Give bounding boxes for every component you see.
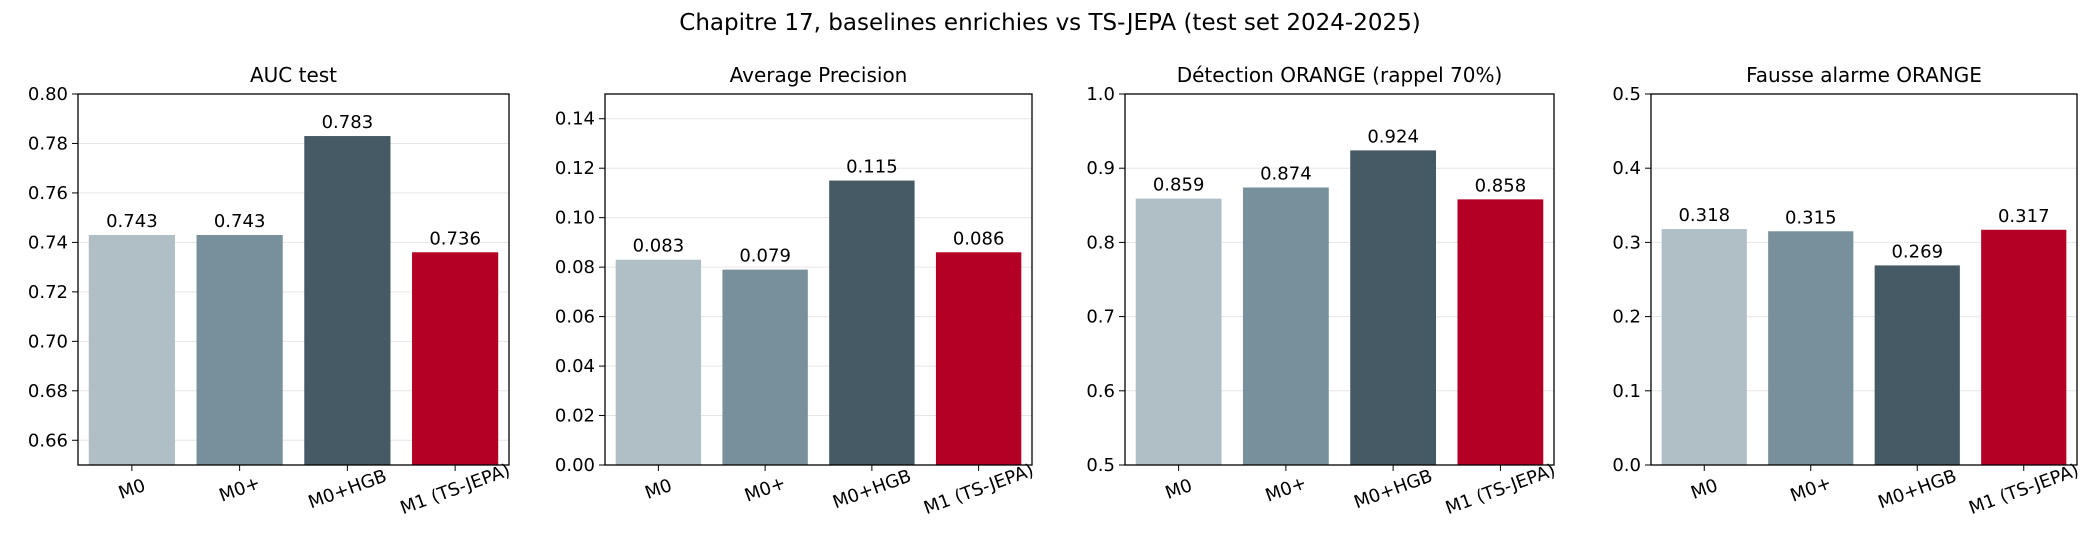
- y-tick-label: 0.10: [555, 208, 595, 229]
- x-tick-label: M0+: [1788, 472, 1835, 506]
- y-tick-label: 0.08: [555, 257, 595, 278]
- bar-value-label: 0.115: [846, 157, 898, 178]
- bar-m0-hgb: [304, 136, 391, 465]
- x-tick-label: M0+HGB: [830, 466, 914, 514]
- y-tick-label: 0.4: [1612, 158, 1641, 179]
- y-tick-label: 0.0: [1612, 455, 1641, 476]
- bar-m1-ts-jepa: [412, 252, 499, 465]
- x-tick-label: M0+HGB: [1875, 466, 1959, 514]
- bar-m1-ts-jepa: [935, 252, 1022, 465]
- x-tick-label: M0: [1688, 475, 1721, 504]
- bar-value-label: 0.318: [1678, 205, 1730, 226]
- bar-m1-ts-jepa: [1981, 229, 2067, 465]
- y-tick-label: 0.80: [28, 84, 68, 105]
- bar-m0: [722, 269, 808, 465]
- bar-value-label: 0.874: [1260, 163, 1312, 184]
- y-tick-label: 0.66: [28, 430, 68, 451]
- panel-title: Fausse alarme ORANGE: [1746, 63, 1982, 87]
- y-tick-label: 0.6: [1086, 381, 1115, 402]
- panel-title: AUC test: [250, 63, 337, 87]
- y-tick-label: 0.74: [28, 232, 68, 253]
- y-tick-label: 0.1: [1612, 381, 1641, 402]
- y-tick-label: 0.5: [1086, 455, 1115, 476]
- bar-value-label: 0.083: [633, 236, 685, 257]
- panel-title: Average Precision: [730, 63, 908, 87]
- bar-value-label: 0.859: [1153, 175, 1205, 196]
- axes-frame: [77, 93, 510, 466]
- bar-m0: [196, 234, 283, 465]
- bar-m0: [1242, 187, 1329, 465]
- bar-value-label: 0.315: [1785, 207, 1837, 228]
- chart-panel-2: Average Precision 0.00 0.02 0.04 0.06 0.08 0.1…: [555, 63, 1037, 519]
- panel-title: Détection ORANGE (rappel 70%): [1177, 63, 1503, 87]
- bar-value-label: 0.783: [322, 112, 374, 133]
- bar-m0: [88, 234, 175, 465]
- bar-value-label: 0.858: [1475, 175, 1527, 196]
- y-tick-label: 0.3: [1612, 232, 1641, 253]
- bar-value-label: 0.079: [739, 246, 791, 267]
- y-tick-label: 0.00: [555, 455, 595, 476]
- axes-frame: [1124, 93, 1555, 466]
- y-tick-label: 0.02: [555, 406, 595, 427]
- bar-m0: [1768, 231, 1854, 465]
- y-tick-label: 1.0: [1086, 84, 1115, 105]
- axes-frame: [1650, 93, 2078, 466]
- y-tick-label: 0.12: [555, 158, 595, 179]
- chart-panel-3: Détection ORANGE (rappel 70%) 0.5 0.6 0.7 0.…: [1086, 63, 1558, 519]
- x-tick-label: M0+: [742, 472, 789, 506]
- y-tick-label: 0.14: [555, 109, 595, 130]
- bar-value-label: 0.317: [1998, 206, 2050, 227]
- x-tick-label: M0: [642, 475, 675, 504]
- y-tick-label: 0.78: [28, 133, 68, 154]
- y-tick-label: 0.04: [555, 356, 595, 377]
- bar-value-label: 0.743: [106, 211, 158, 232]
- chart-panels: AUC test0.660.680.700.720.740.760.780.80…: [28, 63, 2082, 519]
- y-tick-label: 0.8: [1086, 232, 1115, 253]
- y-tick-label: 0.76: [28, 183, 68, 204]
- y-tick-label: 0.72: [28, 282, 68, 303]
- x-tick-label: M0+HGB: [1351, 466, 1435, 514]
- x-tick-label: M0+: [1263, 472, 1310, 506]
- axes-frame: [604, 93, 1033, 466]
- y-tick-label: 0.9: [1086, 158, 1115, 179]
- y-tick-label: 0.70: [28, 331, 68, 352]
- bar-value-label: 0.924: [1367, 126, 1419, 147]
- bar-m0-hgb: [829, 180, 915, 466]
- x-tick-label: M0+: [216, 472, 263, 506]
- y-tick-label: 0.2: [1612, 307, 1641, 328]
- y-tick-label: 0.7: [1086, 307, 1115, 328]
- chart-panel-1: AUC test 0.66 0.68 0.70 0.72 0.74 0.76 0.78 0.80…: [28, 63, 513, 519]
- chart-panel-4: Fausse alarme ORANGE 0.0 0.1 0.2 0.3 0.4 0.5 0.…: [1612, 63, 2081, 519]
- bar-value-label: 0.743: [214, 211, 266, 232]
- bar-value-label: 0.269: [1891, 241, 1943, 262]
- figure-title: Chapitre 17, baselines enrichies vs TS-J…: [679, 10, 1420, 36]
- y-tick-label: 0.68: [28, 381, 68, 402]
- bar-m0-hgb: [1874, 265, 1960, 465]
- bar-value-label: 0.086: [953, 228, 1005, 249]
- bar-m0-hgb: [1350, 150, 1437, 465]
- x-tick-label: M0: [116, 475, 149, 504]
- y-tick-label: 0.5: [1612, 84, 1641, 105]
- bar-m0: [1661, 229, 1747, 465]
- bar-m0: [615, 259, 702, 465]
- bar-m0: [1135, 198, 1222, 465]
- bar-m1-ts-jepa: [1457, 199, 1544, 465]
- bar-value-label: 0.736: [429, 228, 481, 249]
- y-tick-label: 0.06: [555, 307, 595, 328]
- x-tick-label: M0: [1163, 475, 1196, 504]
- x-tick-label: M0+HGB: [305, 466, 389, 514]
